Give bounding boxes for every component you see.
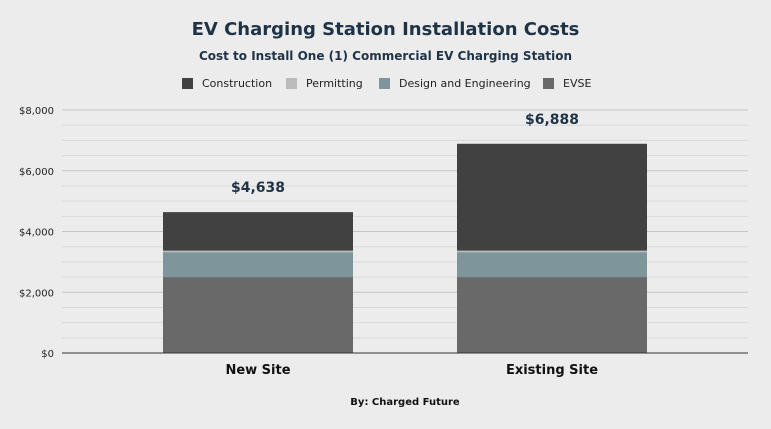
legend-item-permitting: Permitting	[286, 77, 363, 90]
chart-subtitle: Cost to Install One (1) Commercial EV Ch…	[199, 49, 572, 63]
x-axis: New Site Existing Site	[62, 352, 748, 378]
bars: $4,638 $6,888	[163, 112, 647, 353]
legend-label: EVSE	[563, 77, 591, 90]
legend-item-design-and-engineering: Design and Engineering	[379, 77, 531, 90]
bar-segment-construction	[457, 143, 647, 251]
y-axis: $0 $2,000 $4,000 $6,000 $8,000	[19, 106, 54, 360]
chart-title: EV Charging Station Installation Costs	[192, 19, 580, 40]
legend: Construction Permitting Design and Enginee…	[182, 77, 591, 90]
legend-swatch	[182, 78, 193, 89]
legend-label: Construction	[202, 77, 272, 90]
y-tick-label: $6,000	[19, 167, 54, 178]
legend-item-evse: EVSE	[543, 77, 591, 90]
y-tick-label: $2,000	[19, 288, 54, 299]
legend-swatch	[543, 78, 554, 89]
legend-label: Permitting	[306, 77, 363, 90]
y-tick-label: $4,000	[19, 228, 54, 239]
legend-item-construction: Construction	[182, 77, 272, 90]
bar-segment-evse	[163, 277, 353, 353]
bar-segment-construction	[163, 212, 353, 251]
legend-swatch	[286, 78, 297, 89]
legend-swatch	[379, 78, 390, 89]
x-category-label: New Site	[225, 363, 290, 378]
bar-segment-evse	[457, 277, 647, 353]
legend-label: Design and Engineering	[399, 77, 531, 90]
chart-footer: By: Charged Future	[350, 397, 460, 408]
y-tick-label: $0	[41, 349, 54, 360]
bar-total-label: $4,638	[231, 180, 285, 196]
bar-segment-design-and-engineering	[457, 252, 647, 278]
bar-segment-design-and-engineering	[163, 252, 353, 278]
bar-segment-permitting	[163, 250, 353, 253]
bar-total-label: $6,888	[525, 112, 579, 128]
x-category-label: Existing Site	[506, 363, 598, 378]
y-tick-label: $8,000	[19, 106, 54, 117]
bar-segment-permitting	[457, 250, 647, 253]
